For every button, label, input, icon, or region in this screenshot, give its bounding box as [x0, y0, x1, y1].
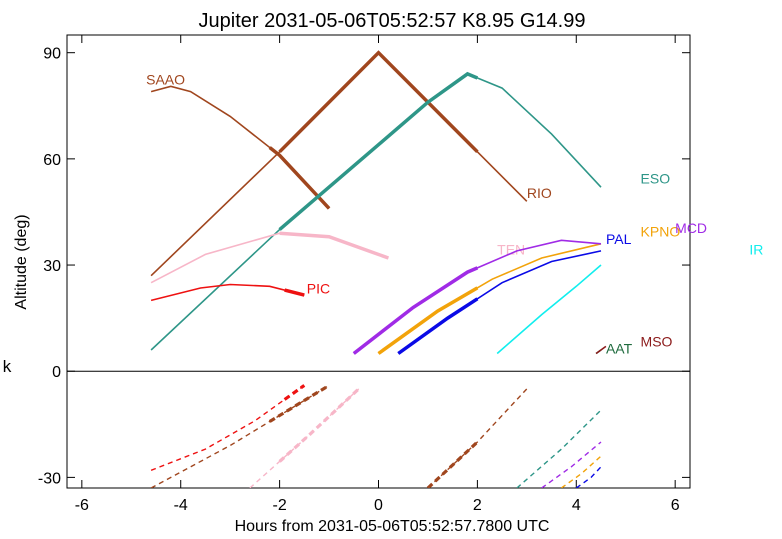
x-tick-label: 2: [473, 497, 482, 514]
x-tick-label: 0: [374, 497, 383, 514]
series-line-ir: [496, 264, 602, 355]
series-thick-rio: [278, 50, 479, 154]
series-label-pic: PIC: [307, 280, 330, 296]
series-thick-saao: [268, 146, 331, 210]
chart-title: Jupiter 2031-05-06T05:52:57 K8.95 G14.99: [199, 10, 586, 32]
plot-area: -6 -4 -2 0 2 4 6 90 60 30 0 -30 SAAO RIO ESO TEN PIC PAL K…: [38, 34, 763, 514]
plot-frame: [66, 34, 691, 489]
below-horizon-thick: [283, 384, 306, 401]
x-tick-label: 4: [572, 497, 581, 514]
side-label: k: [2, 357, 12, 376]
series-label-saao: SAAO: [146, 72, 185, 88]
x-tick-label: -4: [174, 497, 188, 514]
below-horizon-thick: [426, 440, 479, 488]
x-tick-label: -6: [75, 497, 89, 514]
series-label-ten: TEN: [497, 241, 525, 257]
x-axis-label: Hours from 2031-05-06T05:52:57.7800 UTC: [235, 518, 550, 535]
series-label-mcd: MCD: [675, 220, 707, 236]
series-thick-mcd: [352, 266, 479, 355]
series-thick-pic: [284, 288, 305, 297]
series-thick-ten: [279, 231, 389, 260]
series-label-aat: AAT: [606, 341, 633, 357]
series-label-rio: RIO: [527, 185, 552, 201]
series-line-kpno: [378, 243, 602, 355]
series-label-kpno: KPNO: [641, 224, 681, 240]
x-tick-label: 6: [671, 497, 680, 514]
x-tick-label: -2: [272, 497, 286, 514]
series-line-pic: [150, 283, 305, 302]
series-label-mso: MSO: [641, 333, 673, 349]
series-label-ir: IR: [749, 241, 763, 257]
series-thick-pal: [397, 297, 479, 355]
series-thick-eso: [278, 71, 479, 231]
series-label-pal: PAL: [606, 231, 632, 247]
below-horizon-track: [150, 384, 305, 471]
y-axis-label: Altitude (deg): [13, 214, 30, 309]
below-horizon-track: [560, 455, 602, 488]
series-line-pal: [397, 250, 602, 355]
y-tick-label: 90: [43, 46, 61, 63]
series-line-mso: [595, 345, 607, 355]
below-horizon-track: [541, 441, 602, 488]
below-horizon-track: [150, 384, 330, 488]
y-tick-label: 30: [43, 258, 61, 275]
y-tick-label: -30: [38, 470, 61, 487]
below-horizon-thick: [278, 387, 360, 463]
series-line-eso: [150, 72, 602, 351]
series-label-eso: ESO: [641, 171, 671, 187]
below-horizon-thick: [268, 384, 330, 423]
below-horizon-track: [575, 466, 602, 488]
series-line-rio: [150, 51, 528, 277]
below-horizon-track: [516, 409, 602, 488]
y-tick-label: 60: [43, 152, 61, 169]
series-thick-kpno: [377, 286, 479, 355]
y-tick-label: 0: [52, 364, 61, 381]
